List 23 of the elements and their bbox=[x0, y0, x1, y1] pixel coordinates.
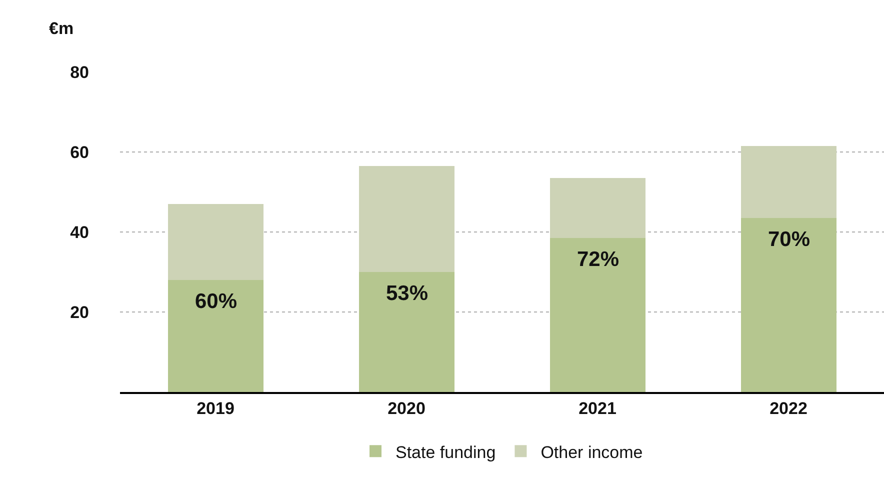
bar bbox=[550, 238, 646, 392]
x-tick-label: 2019 bbox=[196, 399, 234, 418]
bar bbox=[168, 280, 264, 392]
legend-label: Other income bbox=[540, 442, 643, 462]
annotation: 53% bbox=[386, 282, 428, 305]
y-tick-label: 20 bbox=[70, 302, 89, 322]
bar bbox=[168, 204, 264, 280]
bar bbox=[358, 166, 454, 272]
annotation: 60% bbox=[195, 290, 238, 313]
y-axis-title: €m bbox=[49, 19, 74, 38]
bar bbox=[740, 218, 836, 392]
x-tick-label: 2022 bbox=[770, 399, 808, 418]
legend-label: State funding bbox=[396, 442, 496, 462]
bar bbox=[550, 178, 646, 238]
bar bbox=[358, 272, 454, 392]
y-tick-label: 60 bbox=[70, 142, 89, 162]
x-tick-label: 2020 bbox=[388, 399, 426, 418]
bar bbox=[740, 146, 836, 218]
annotation: 72% bbox=[577, 248, 620, 271]
y-tick-label: 80 bbox=[70, 62, 89, 82]
x-tick-label: 2021 bbox=[578, 399, 616, 418]
y-tick-label: 40 bbox=[70, 222, 89, 242]
annotation: 70% bbox=[768, 228, 810, 251]
